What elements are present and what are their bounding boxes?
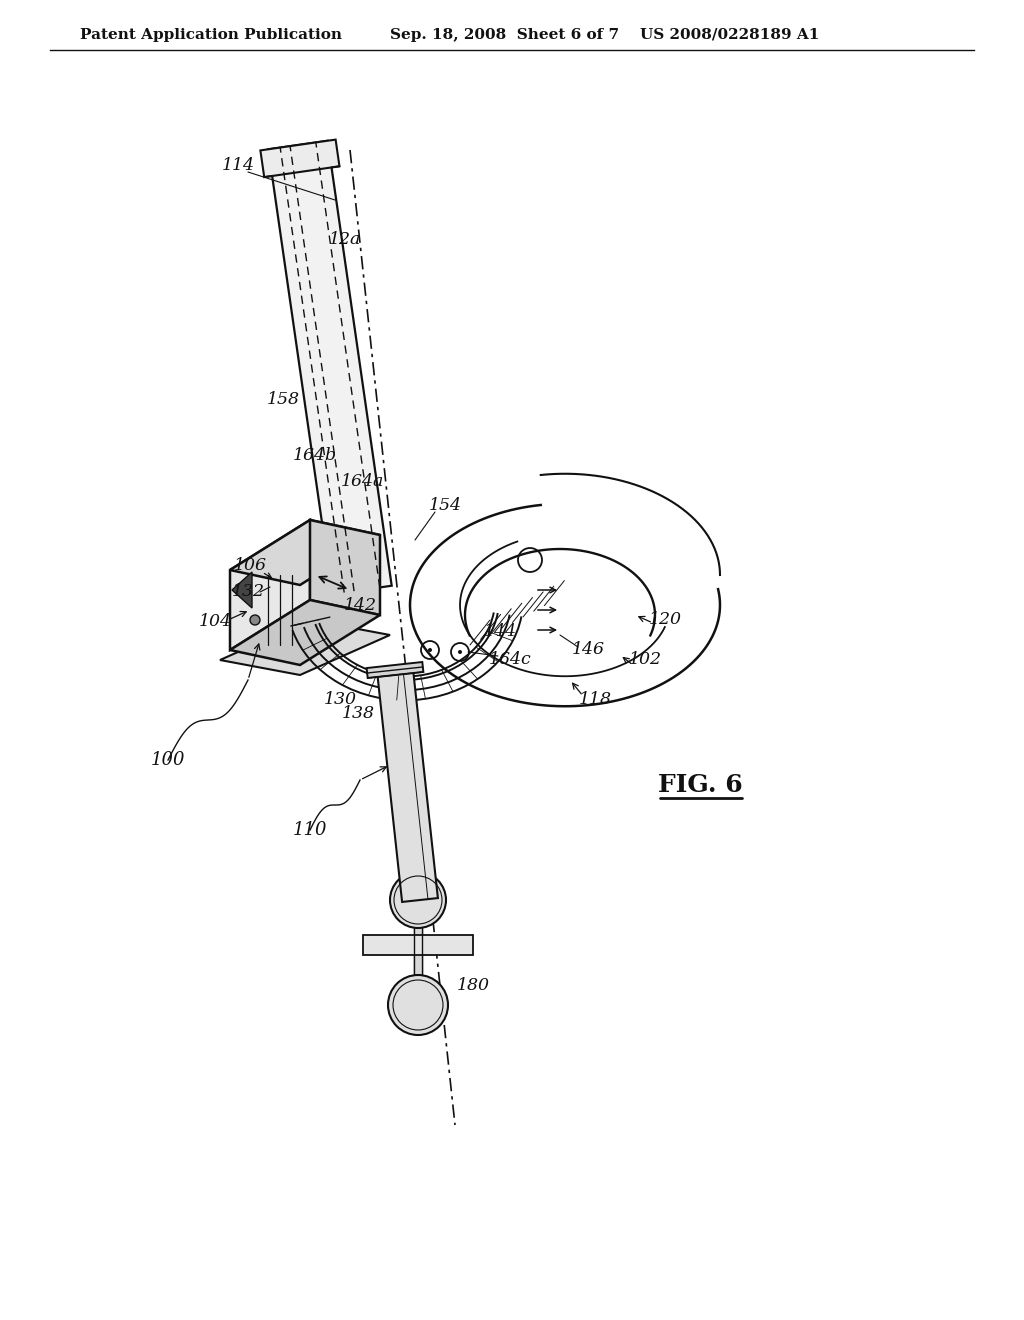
Text: 114: 114 [221,157,255,173]
Text: 106: 106 [233,557,266,573]
Polygon shape [232,572,252,609]
Text: 118: 118 [579,692,611,709]
Circle shape [458,649,462,653]
Text: 102: 102 [629,652,662,668]
Text: Sep. 18, 2008  Sheet 6 of 7: Sep. 18, 2008 Sheet 6 of 7 [390,28,620,42]
Polygon shape [230,601,380,665]
Text: 164c: 164c [488,652,531,668]
Text: 138: 138 [341,705,375,722]
Polygon shape [377,668,438,902]
Text: 144: 144 [483,623,516,640]
Polygon shape [268,141,392,594]
Text: 164a: 164a [340,474,384,491]
Circle shape [390,873,446,928]
Text: 132: 132 [231,583,264,601]
Text: 110: 110 [293,821,328,840]
Circle shape [428,648,432,652]
Text: 100: 100 [151,751,185,770]
Polygon shape [230,520,310,649]
Text: 104: 104 [199,614,231,631]
Polygon shape [260,140,339,177]
Text: 158: 158 [266,392,299,408]
Circle shape [388,975,449,1035]
Text: 12a: 12a [329,231,361,248]
Text: 120: 120 [648,611,682,628]
Text: 154: 154 [428,496,462,513]
Text: 164b: 164b [293,446,337,463]
Text: 146: 146 [571,642,604,659]
Polygon shape [310,520,380,615]
Text: FIG. 6: FIG. 6 [657,774,742,797]
Polygon shape [362,935,473,954]
Text: 142: 142 [343,597,377,614]
Polygon shape [230,520,380,585]
Polygon shape [367,663,423,678]
Circle shape [250,615,260,624]
Text: 180: 180 [457,977,489,994]
Text: 130: 130 [324,692,356,709]
Text: Patent Application Publication: Patent Application Publication [80,28,342,42]
Polygon shape [220,620,390,675]
Text: US 2008/0228189 A1: US 2008/0228189 A1 [640,28,819,42]
